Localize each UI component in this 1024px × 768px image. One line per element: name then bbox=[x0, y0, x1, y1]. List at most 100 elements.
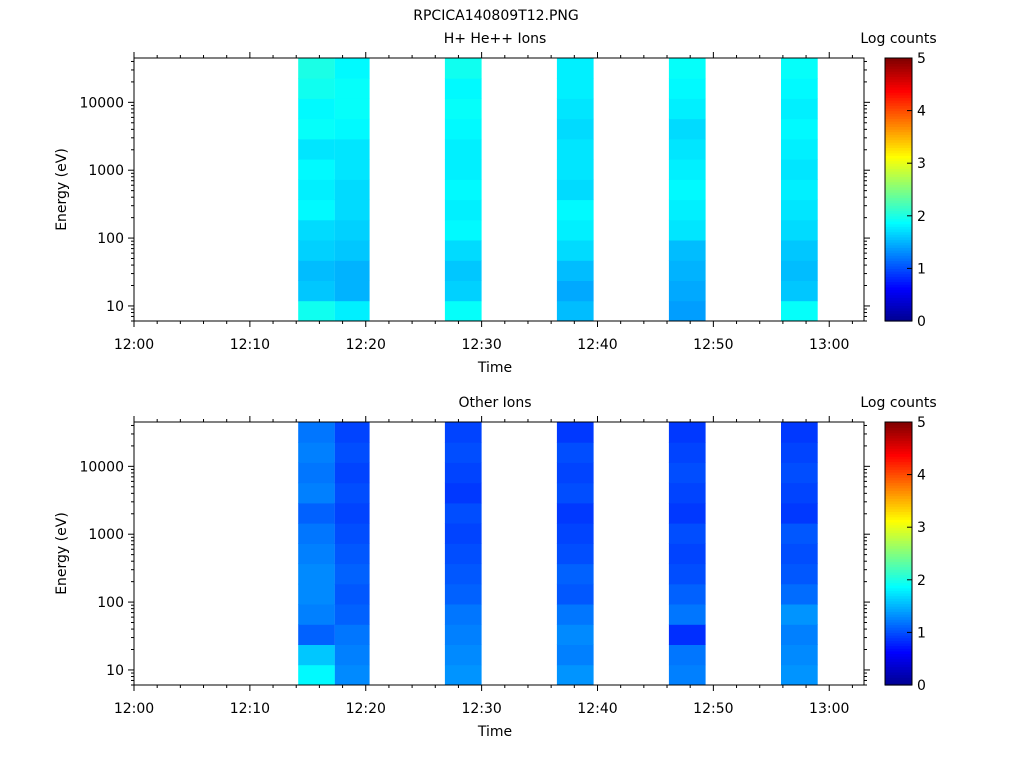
data-cell-5-3 bbox=[668, 624, 706, 645]
colorbar-cell bbox=[885, 102, 912, 106]
colorbar-cell bbox=[885, 440, 912, 444]
data-cell-4-9 bbox=[556, 502, 594, 524]
x-tick-label: 12:30 bbox=[461, 701, 501, 717]
y-axis-label: Energy (eV) bbox=[54, 512, 70, 595]
colorbar-cell bbox=[885, 640, 912, 644]
colorbar-cell bbox=[885, 263, 912, 267]
data-cell-2-11 bbox=[334, 462, 370, 484]
data-cell-5-2 bbox=[668, 280, 706, 302]
colorbar-cell bbox=[885, 71, 912, 75]
colorbar-cell bbox=[885, 637, 912, 641]
colorbar-cell bbox=[885, 244, 912, 248]
data-cell-3-4 bbox=[444, 604, 482, 625]
colorbar-cell bbox=[885, 424, 912, 428]
data-cell-1-13 bbox=[298, 422, 335, 443]
colorbar-cell bbox=[885, 564, 912, 568]
colorbar-cell bbox=[885, 500, 912, 505]
colorbar: 0 1 2 3 4 5 Log counts bbox=[860, 395, 936, 694]
colorbar-cell bbox=[885, 427, 912, 431]
data-cell-2-5 bbox=[334, 583, 370, 605]
colorbar-cell bbox=[885, 537, 912, 541]
colorbar-tick-label: 1 bbox=[917, 625, 926, 641]
data-cell-1-10 bbox=[298, 482, 335, 504]
data-cell-1-11 bbox=[298, 462, 335, 484]
data-cell-6-4 bbox=[781, 240, 818, 261]
y-tick-label: 100 bbox=[97, 595, 124, 611]
x-axis-label: Time bbox=[477, 724, 512, 740]
data-cell-6-9 bbox=[781, 502, 818, 524]
colorbar-cell bbox=[885, 503, 912, 507]
data-cell-6-9 bbox=[781, 138, 818, 160]
data-cell-1-3 bbox=[298, 624, 335, 645]
colorbar-tick-label: 0 bbox=[917, 678, 926, 694]
colorbar-cell bbox=[885, 297, 912, 301]
colorbar: 0 1 2 3 4 5 Log counts bbox=[860, 31, 936, 330]
y-tick-label: 10 bbox=[106, 299, 124, 315]
data-cell-6-13 bbox=[781, 422, 818, 443]
colorbar-cell bbox=[885, 178, 912, 183]
colorbar-tick-label: 3 bbox=[917, 520, 926, 536]
data-cell-4-13 bbox=[556, 58, 594, 79]
colorbar-cell bbox=[885, 677, 912, 681]
colorbar-cell bbox=[885, 558, 912, 562]
panel-title: Other Ions bbox=[458, 395, 531, 411]
colorbar-cell bbox=[885, 86, 912, 91]
data-cell-2-3 bbox=[334, 260, 370, 281]
data-cell-5-1 bbox=[668, 300, 706, 322]
y-tick-label: 1000 bbox=[88, 527, 124, 543]
data-cell-3-10 bbox=[444, 482, 482, 504]
colorbar-cell bbox=[885, 540, 912, 544]
data-cell-4-4 bbox=[556, 604, 594, 625]
colorbar-cell bbox=[885, 606, 912, 610]
colorbar-cell bbox=[885, 234, 912, 238]
panel-title: H+ He++ Ions bbox=[444, 31, 547, 47]
data-cell-3-5 bbox=[444, 583, 482, 605]
colorbar-cell bbox=[885, 189, 912, 193]
data-cell-4-1 bbox=[556, 664, 594, 686]
data-cell-1-10 bbox=[298, 118, 335, 140]
colorbar-cell bbox=[885, 89, 912, 93]
colorbar-cell bbox=[885, 621, 912, 626]
colorbar-cell bbox=[885, 218, 912, 222]
colorbar-cell bbox=[885, 129, 912, 133]
colorbar-cell bbox=[885, 81, 912, 85]
colorbar-cell bbox=[885, 422, 912, 426]
colorbar-cell bbox=[885, 221, 912, 225]
colorbar-cell bbox=[885, 561, 912, 565]
data-cell-5-6 bbox=[668, 199, 706, 221]
axes-frame bbox=[133, 57, 865, 322]
colorbar-cell bbox=[885, 123, 912, 127]
data-cell-2-8 bbox=[334, 159, 370, 180]
colorbar-cell bbox=[885, 603, 912, 607]
data-cell-1-9 bbox=[298, 502, 335, 524]
colorbar-tick-label: 2 bbox=[917, 573, 926, 589]
x-tick-label: 12:30 bbox=[461, 337, 501, 353]
colorbar-cell bbox=[885, 545, 912, 549]
data-cell-2-13 bbox=[334, 58, 370, 79]
data-cell-5-8 bbox=[668, 159, 706, 180]
data-cell-2-6 bbox=[334, 563, 370, 585]
data-cell-2-10 bbox=[334, 118, 370, 140]
colorbar-cell bbox=[885, 105, 912, 109]
colorbar-label: Log counts bbox=[860, 395, 936, 411]
data-cell-6-6 bbox=[781, 199, 818, 221]
colorbar-cell bbox=[885, 299, 912, 304]
colorbar-cell bbox=[885, 542, 912, 547]
data-cell-4-3 bbox=[556, 260, 594, 281]
colorbar-cell bbox=[885, 186, 912, 191]
data-cell-2-7 bbox=[334, 179, 370, 201]
colorbar-tick-label: 2 bbox=[917, 209, 926, 225]
data-cell-3-3 bbox=[444, 624, 482, 645]
colorbar-cell bbox=[885, 289, 912, 293]
colorbar-cell bbox=[885, 305, 912, 309]
data-cell-4-12 bbox=[556, 78, 594, 99]
x-tick-label: 12:40 bbox=[577, 337, 617, 353]
colorbar-cell bbox=[885, 474, 912, 478]
colorbar-cell bbox=[885, 294, 912, 298]
data-cell-5-7 bbox=[668, 543, 706, 565]
colorbar-cell bbox=[885, 84, 912, 88]
data-cell-6-12 bbox=[781, 442, 818, 463]
data-cell-2-12 bbox=[334, 442, 370, 463]
data-cell-5-5 bbox=[668, 219, 706, 241]
colorbar-cell bbox=[885, 682, 912, 686]
